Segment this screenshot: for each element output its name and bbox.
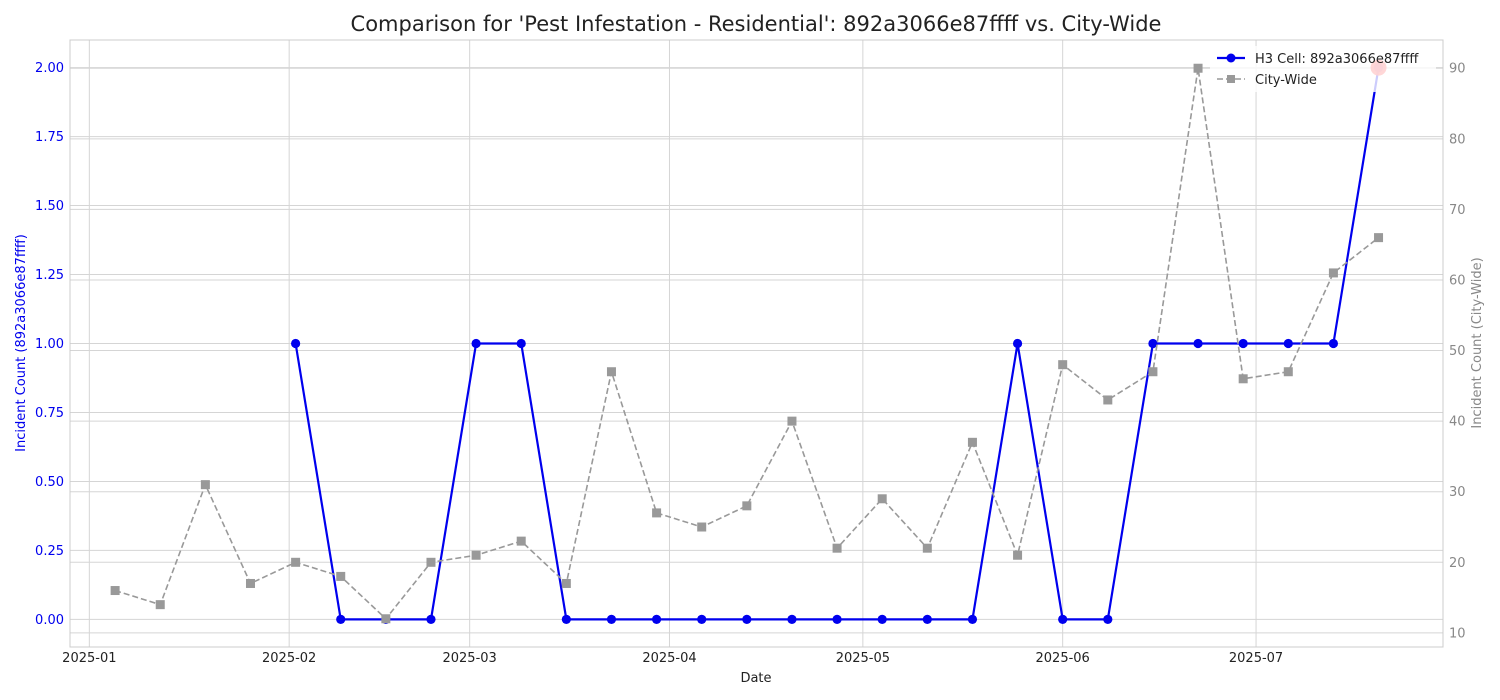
y-right-tick-label: 30 [1449,485,1466,500]
h3-cell-data-point [1148,338,1158,349]
y-right-tick-label: 40 [1449,415,1466,430]
citywide-data-point [155,600,165,610]
h3-cell-data-point [561,614,571,625]
y-axis-left-label: Incident Count (892a3066e87ffff) [14,234,29,452]
h3-cell-data-point [651,614,662,625]
y-left-tick-label: 0.25 [35,544,64,559]
citywide-data-point [1283,367,1293,377]
y-right-tick-label: 60 [1449,273,1466,288]
citywide-data-point [336,571,346,581]
h3-cell-data-point [742,614,752,625]
x-tick-label: 2025-03 [442,651,496,666]
h3-cell-data-point [1193,338,1203,349]
x-tick-label: 2025-02 [262,651,316,666]
citywide-data-point [110,586,120,596]
citywide-series-line [114,67,1380,620]
h3-cell-data-point [471,338,481,349]
h3-cell-data-point [516,338,526,349]
h3-cell-data-point [606,614,617,625]
h3-cell-data-point [426,614,436,625]
citywide-data-point [606,367,616,377]
h3-cell-data-point [967,614,978,625]
legend-citywide-label: City-Wide [1255,73,1317,88]
h3-cell-data-point [1012,338,1023,349]
citywide-data-point [787,416,797,426]
chart-title: Comparison for 'Pest Infestation - Resid… [351,12,1162,36]
h3-cell-data-point [877,614,887,625]
citywide-data-point [1193,63,1203,73]
x-axis-label: Date [740,671,771,686]
citywide-data-point [832,543,842,553]
legend-h3-marker [1226,53,1236,63]
citywide-data-point [1374,233,1384,243]
axis-ticks: 2025-01 2025-02 2025-03 2025-04 2025-05 2025-… [35,61,1466,666]
citywide-data-point [381,614,391,624]
y-left-tick-label: 0.50 [35,475,64,490]
citywide-data-point [742,501,752,511]
h3-cell-data-point [336,614,346,625]
plot-area-frame [69,39,1444,648]
citywide-data-point [922,543,932,553]
series-layer [110,59,1387,625]
y-right-tick-label: 20 [1449,556,1466,571]
legend-background [1210,46,1436,92]
y-right-tick-label: 80 [1449,132,1466,147]
citywide-data-point [697,522,707,532]
y-left-tick-label: 1.75 [35,130,64,145]
y-right-tick-label: 10 [1449,626,1466,641]
h3-cell-data-point [1238,338,1248,349]
y-left-tick-label: 0.75 [35,406,64,421]
citywide-data-point [1328,268,1338,278]
citywide-data-point [291,557,301,567]
citywide-data-point [426,557,436,567]
citywide-data-point [1103,395,1113,405]
h3-cell-data-point [1058,614,1068,625]
y-left-tick-label: 1.50 [35,199,64,214]
y-left-tick-label: 0.00 [35,613,64,628]
x-tick-label: 2025-01 [62,651,116,666]
citywide-data-point [245,578,255,588]
h3-cell-data-point [697,614,707,625]
y-left-tick-label: 1.25 [35,268,64,283]
citywide-data-point [1148,367,1158,377]
h3-cell-data-point [787,614,797,625]
x-tick-label: 2025-07 [1229,651,1283,666]
h3-cell-data-point [1328,338,1339,349]
h3-cell-data-point [1283,338,1293,349]
y-right-tick-label: 90 [1449,62,1466,77]
h3-cell-data-point [832,614,842,625]
y-right-tick-label: 50 [1449,344,1466,359]
citywide-data-point [516,536,526,546]
y-axis-right-label: Incident Count (City-Wide) [1470,257,1485,428]
citywide-data-point [877,494,887,504]
legend: H3 Cell: 892a3066e87ffff City-Wide [1210,46,1436,92]
legend-h3-label: H3 Cell: 892a3066e87ffff [1255,52,1419,67]
citywide-data-point [1058,360,1068,370]
h3-cell-data-point [1103,614,1113,625]
y-right-tick-label: 70 [1449,203,1466,218]
h3-cell-data-point [291,338,301,349]
citywide-data-point [1013,550,1023,560]
citywide-data-point [471,550,481,560]
legend-citywide-marker [1227,75,1235,83]
h3-cell-data-point [922,614,932,625]
citywide-data-point [967,437,977,447]
y-left-tick-label: 1.00 [35,337,64,352]
citywide-data-point [561,578,571,588]
x-tick-label: 2025-05 [836,651,890,666]
x-tick-label: 2025-04 [642,651,696,666]
y-left-tick-label: 2.00 [35,61,64,76]
x-tick-label: 2025-06 [1036,651,1090,666]
citywide-data-point [1238,374,1248,384]
citywide-data-point [652,508,662,518]
citywide-data-point [200,480,210,490]
